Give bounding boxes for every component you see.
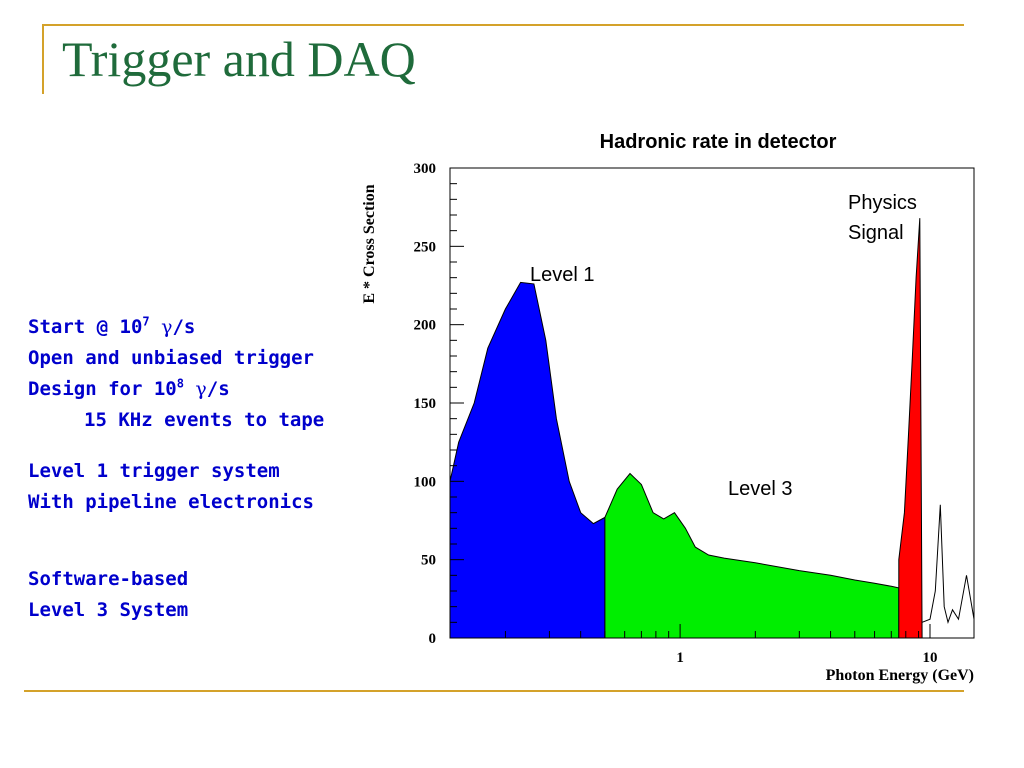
y-tick-label: 200 xyxy=(414,318,437,334)
left-rule xyxy=(42,24,44,94)
level1-region xyxy=(449,281,606,639)
x-axis-title: Photon Energy (GeV) xyxy=(826,667,974,684)
signal-region xyxy=(898,218,923,639)
axes: 0 50 100 150 200 250 300 1 10 xyxy=(414,161,938,666)
annotation-level1: Level 1 xyxy=(530,264,595,286)
y-tick-label: 50 xyxy=(421,553,436,569)
design-suffix: /s xyxy=(206,378,230,400)
bullet-level1-system: Level 1 trigger system xyxy=(28,460,280,482)
start-prefix: Start @ 10 xyxy=(28,316,143,338)
bullet-design-rate: Design for 108 γ/s xyxy=(28,374,378,405)
bullet-software: Software-based xyxy=(28,568,189,590)
y-tick-label: 300 xyxy=(414,161,437,177)
y-tick-label: 100 xyxy=(414,474,437,490)
bullet-level3-system: Level 3 System xyxy=(28,599,189,621)
start-exponent: 7 xyxy=(142,314,150,329)
level3-region xyxy=(604,472,900,639)
y-tick-label: 150 xyxy=(414,396,437,412)
bullet-pipeline: With pipeline electronics xyxy=(28,491,314,513)
annotation-level3: Level 3 xyxy=(728,478,793,500)
y-tick-label: 0 xyxy=(429,631,437,647)
bullet-events-to-tape: 15 KHz events to tape xyxy=(84,409,325,431)
y-tick-label: 250 xyxy=(414,239,437,255)
x-tick-label: 1 xyxy=(676,650,684,666)
plot-area xyxy=(449,218,975,639)
design-prefix: Design for 10 xyxy=(28,378,177,400)
bullet-start-rate: Start @ 107 γ/s xyxy=(28,312,378,343)
y-axis-title: E * Cross Section xyxy=(361,184,378,303)
annotation-signal: Signal xyxy=(848,222,904,244)
annotation-physics: Physics xyxy=(848,192,917,214)
rate-chart: Hadronic rate in detector 0 50 100 150 200 25… xyxy=(361,131,975,684)
bullet-list: Start @ 107 γ/s Open and unbiased trigge… xyxy=(28,312,378,626)
start-suffix: /s xyxy=(172,316,196,338)
bullet-open-trigger: Open and unbiased trigger xyxy=(28,347,314,369)
bottom-rule xyxy=(24,690,964,692)
slide-title: Trigger and DAQ xyxy=(62,31,416,87)
chart-title: Hadronic rate in detector xyxy=(600,131,837,153)
start-gamma: γ xyxy=(161,316,173,338)
design-exponent: 8 xyxy=(176,376,184,391)
design-gamma: γ xyxy=(195,378,207,400)
x-tick-label: 10 xyxy=(922,650,937,666)
tail-curve xyxy=(921,504,975,625)
top-rule xyxy=(42,24,964,26)
